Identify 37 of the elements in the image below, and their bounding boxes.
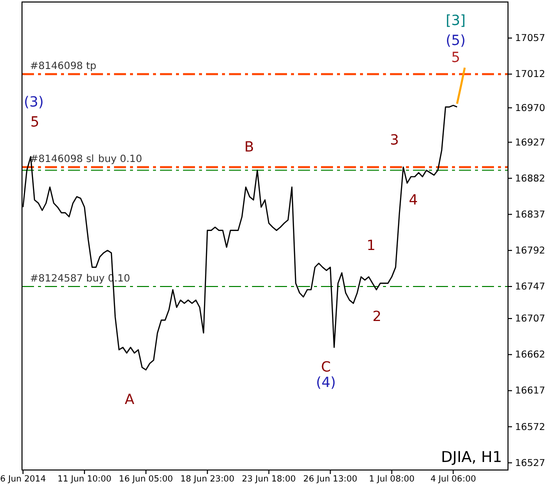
x-tick-label: 11 Jun 10:00 xyxy=(57,474,112,485)
ref-line-label: #8146098 tp xyxy=(30,61,96,72)
annotation: [3] xyxy=(446,13,466,30)
y-tick-label: 17012 xyxy=(515,69,546,80)
y-tick-label: 16527 xyxy=(515,458,546,469)
annotation: 4 xyxy=(408,192,418,208)
annotation: A xyxy=(124,392,135,408)
annotation: B xyxy=(244,139,254,156)
ref-line-label: buy 0.10 xyxy=(98,154,142,166)
y-tick-label: 16707 xyxy=(515,314,546,325)
y-tick-label: 16747 xyxy=(515,282,546,293)
y-tick-label: 16662 xyxy=(515,350,546,361)
y-tick-label: 16572 xyxy=(515,422,546,433)
annotation: (5) xyxy=(446,33,466,50)
x-tick-label: 16 Jun 05:00 xyxy=(118,474,173,485)
x-tick-label: 23 Jun 18:00 xyxy=(242,474,296,485)
annotation: (4) xyxy=(316,375,336,392)
x-tick-label: 26 Jun 13:00 xyxy=(303,474,358,485)
y-tick-label: 16927 xyxy=(515,137,546,148)
annotation: 5 xyxy=(451,50,460,66)
y-tick-label: 16617 xyxy=(515,386,546,397)
y-tick-label: 16837 xyxy=(515,209,546,220)
annotation: 2 xyxy=(372,308,382,325)
y-tick-label: 16970 xyxy=(515,102,546,114)
annotation: (3) xyxy=(24,94,44,110)
x-tick-label: 4 Jul 06:00 xyxy=(430,474,476,485)
y-tick-label: 17057 xyxy=(515,33,546,44)
y-tick-label: 16792 xyxy=(515,245,546,256)
annotation: 3 xyxy=(390,132,399,148)
annotation: DJIA, H1 xyxy=(440,448,502,466)
x-tick-label: 1 Jul 08:00 xyxy=(368,474,415,485)
annotation: C xyxy=(321,359,332,376)
annotation: 1 xyxy=(366,238,376,254)
x-tick-label: 6 Jun 2014 xyxy=(0,474,46,485)
x-tick-label: 18 Jun 23:00 xyxy=(180,474,234,485)
annotation: 5 xyxy=(30,114,40,131)
y-tick-label: 16882 xyxy=(515,173,546,184)
